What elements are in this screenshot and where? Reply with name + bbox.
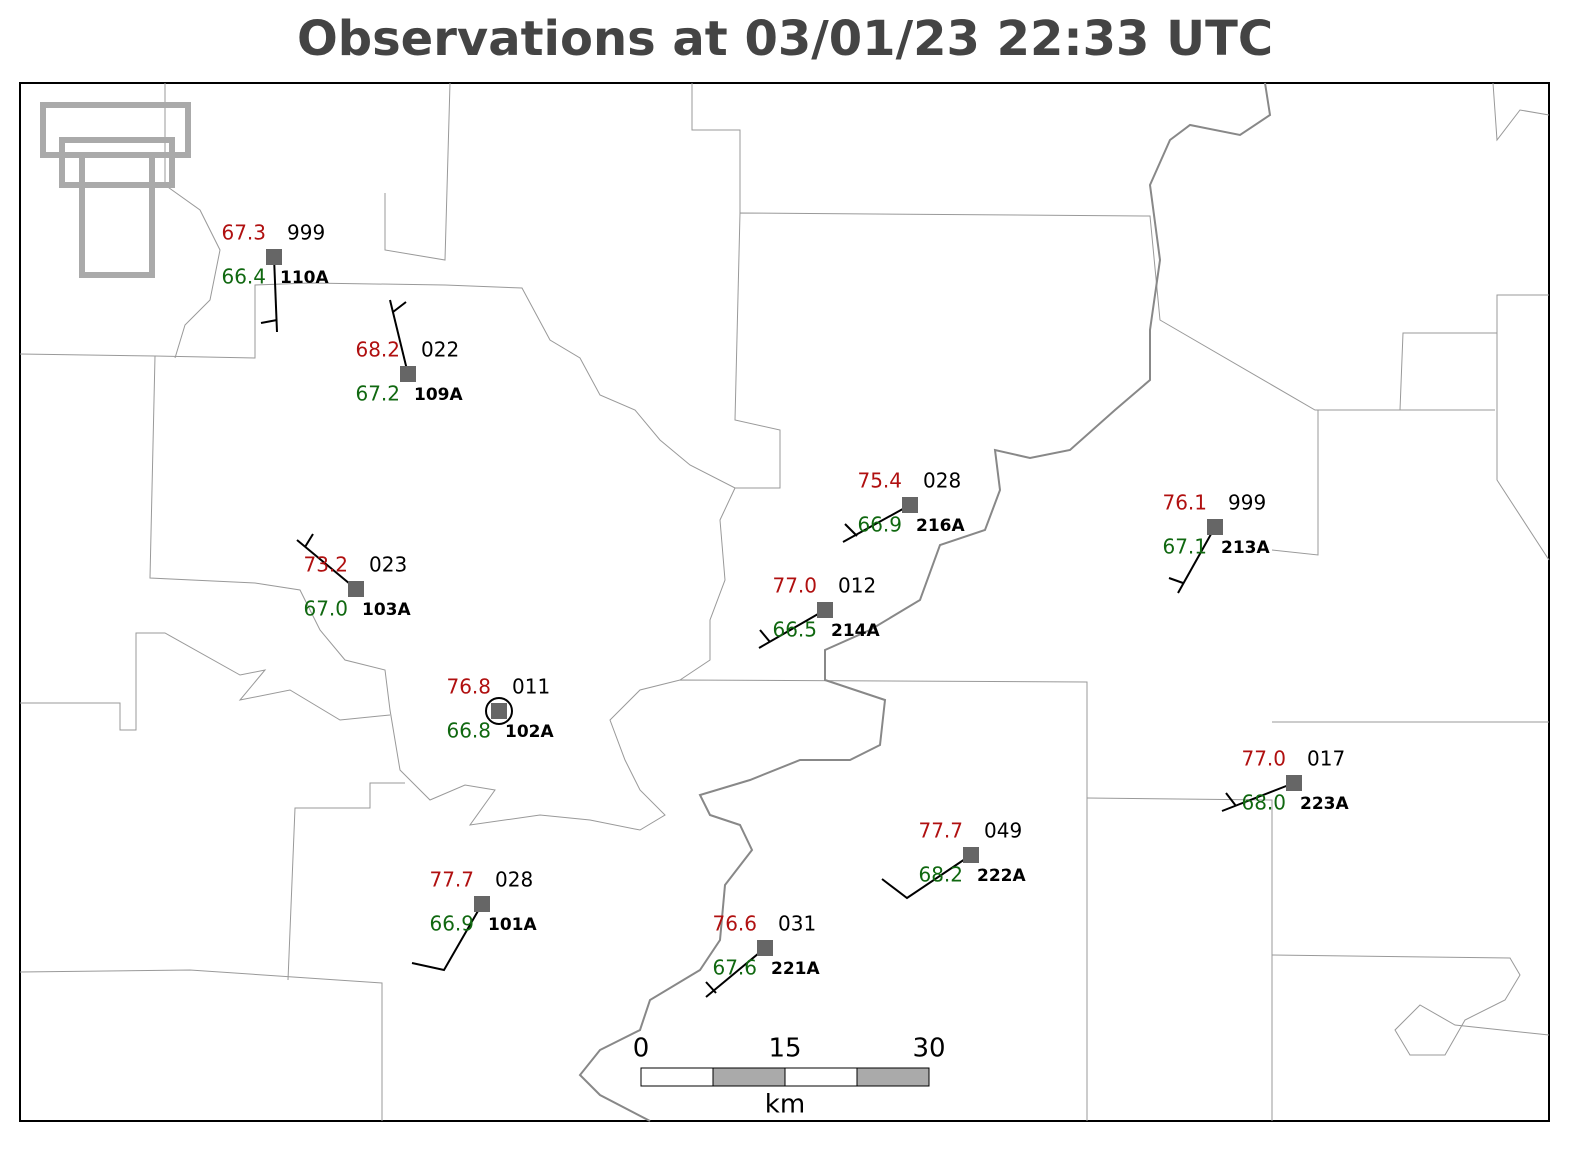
station-id: 222A — [977, 866, 1026, 886]
station-id: 110A — [280, 268, 329, 288]
pressure: 028 — [923, 469, 961, 493]
station-marker — [266, 249, 282, 265]
temperature: 77.0 — [1241, 747, 1286, 771]
temperature: 67.3 — [221, 221, 266, 245]
station-id: 213A — [1221, 538, 1270, 558]
pressure: 028 — [495, 868, 533, 892]
pressure: 999 — [287, 221, 325, 245]
temperature: 73.2 — [303, 553, 348, 577]
station-marker — [474, 896, 490, 912]
temperature: 68.2 — [355, 338, 400, 362]
dewpoint: 67.0 — [303, 597, 348, 621]
dewpoint: 66.5 — [772, 618, 817, 642]
temperature: 77.7 — [429, 868, 474, 892]
dewpoint: 67.2 — [355, 382, 400, 406]
pressure: 017 — [1307, 747, 1345, 771]
dewpoint: 66.9 — [429, 912, 474, 936]
pressure: 012 — [838, 574, 876, 598]
station-marker — [963, 847, 979, 863]
station-marker — [817, 602, 833, 618]
stations: 67.3 999 66.4 110A 68.2 022 67.2 109A 73.2 023 67.… — [221, 221, 1349, 980]
temperature: 76.8 — [446, 675, 491, 699]
dewpoint: 68.2 — [918, 863, 963, 887]
station-id: 109A — [414, 385, 463, 405]
title: Observations at 03/01/23 22:33 UTC — [297, 11, 1273, 67]
station-marker — [1286, 775, 1302, 791]
scale-label: 30 — [912, 1034, 945, 1064]
temperature: 75.4 — [857, 469, 902, 493]
pressure: 022 — [421, 338, 459, 362]
logo — [40, 102, 191, 278]
dewpoint: 67.1 — [1162, 535, 1207, 559]
borders — [19, 82, 1550, 1121]
station-marker — [348, 581, 364, 597]
pressure: 031 — [778, 912, 816, 936]
station-id: 216A — [916, 516, 965, 536]
scale-label: 15 — [768, 1034, 801, 1064]
station-marker — [400, 366, 416, 382]
temperature: 77.7 — [918, 819, 963, 843]
station-marker — [1207, 519, 1223, 535]
pressure: 999 — [1228, 491, 1266, 515]
dewpoint: 68.0 — [1241, 791, 1286, 815]
pressure: 049 — [984, 819, 1022, 843]
pressure: 023 — [369, 553, 407, 577]
temperature: 76.1 — [1162, 491, 1207, 515]
station-marker — [491, 703, 507, 719]
station-marker — [902, 497, 918, 513]
station-id: 214A — [831, 621, 880, 641]
river — [578, 82, 1272, 1122]
scale-label: 0 — [633, 1034, 650, 1064]
wind-barbs — [260, 256, 1295, 998]
station-id: 102A — [505, 722, 554, 742]
dewpoint: 66.8 — [446, 719, 491, 743]
station-marker — [757, 940, 773, 956]
station-id: 103A — [362, 600, 411, 620]
dewpoint: 67.6 — [712, 956, 757, 980]
pressure: 011 — [512, 675, 550, 699]
temperature: 77.0 — [772, 574, 817, 598]
dewpoint: 66.4 — [221, 265, 266, 289]
station-id: 101A — [488, 915, 537, 935]
scale-unit: km — [765, 1090, 805, 1120]
station-id: 221A — [771, 959, 820, 979]
dewpoint: 66.9 — [857, 513, 902, 537]
station-id: 223A — [1300, 794, 1349, 814]
temperature: 76.6 — [712, 912, 757, 936]
scale-bar: 0 15 30 km — [633, 1034, 946, 1120]
